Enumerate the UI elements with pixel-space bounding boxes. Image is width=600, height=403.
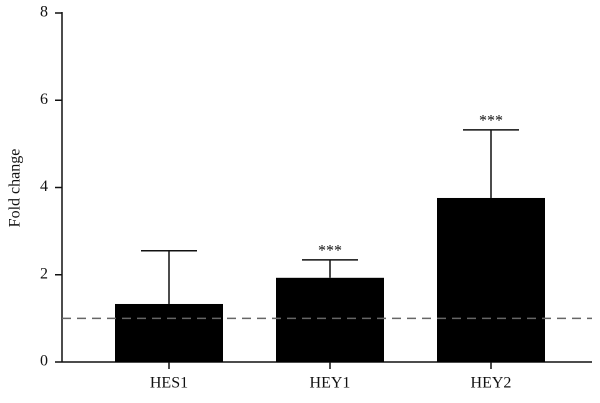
y-tick-label: 8 xyxy=(40,4,48,21)
x-tick-label: HEY1 xyxy=(310,375,351,392)
x-tick-label: HES1 xyxy=(150,375,188,392)
significance-label: *** xyxy=(318,243,342,260)
bar xyxy=(115,303,223,362)
significance-label: *** xyxy=(479,113,503,130)
x-tick-label: HEY2 xyxy=(471,375,512,392)
y-tick-label: 0 xyxy=(40,353,48,370)
y-tick-label: 4 xyxy=(40,178,48,195)
bar xyxy=(437,197,545,362)
y-axis-label: Fold change xyxy=(7,149,24,228)
y-tick-label: 6 xyxy=(40,91,48,108)
bar xyxy=(276,277,384,362)
y-tick-label: 2 xyxy=(40,265,48,282)
